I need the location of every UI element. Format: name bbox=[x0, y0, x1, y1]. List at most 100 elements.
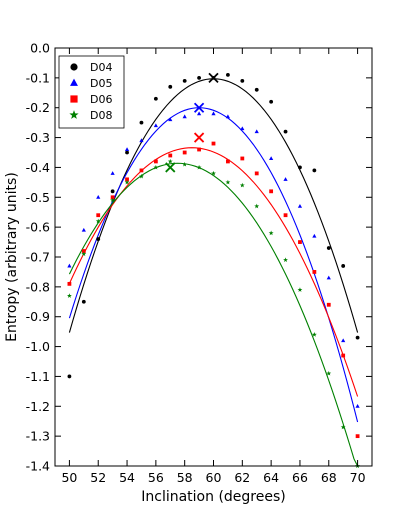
data-point-d04 bbox=[67, 374, 72, 379]
data-point-d08 bbox=[239, 182, 245, 188]
data-point-d05 bbox=[283, 177, 288, 181]
y-tick-label: -0.7 bbox=[26, 250, 50, 265]
x-tick-label: 66 bbox=[292, 470, 308, 485]
data-point-d08 bbox=[196, 164, 202, 170]
peak-stroke bbox=[165, 162, 176, 173]
peak-stroke bbox=[193, 102, 205, 113]
data-point-d06 bbox=[254, 171, 259, 176]
data-point-d06 bbox=[168, 153, 173, 158]
data-point-d05 bbox=[110, 171, 115, 175]
y-tick-label: -1.3 bbox=[26, 429, 50, 444]
data-point-d05 bbox=[197, 111, 202, 116]
data-point-d05 bbox=[168, 117, 173, 122]
y-axis-label: Entropy (arbitrary units) bbox=[4, 172, 20, 342]
y-tick-label: -0.1 bbox=[26, 70, 50, 85]
x-tick-label: 70 bbox=[350, 470, 366, 485]
data-point-d08 bbox=[66, 293, 72, 298]
data-point-d05 bbox=[139, 138, 144, 143]
legend-marker-d04 bbox=[70, 63, 78, 71]
legend-box bbox=[58, 55, 125, 129]
fit-line-d05 bbox=[68, 107, 359, 423]
data-point-d06 bbox=[341, 353, 346, 358]
data-point-d08 bbox=[182, 161, 188, 167]
peak-marker-d05 bbox=[193, 102, 205, 113]
data-point-d06 bbox=[110, 195, 115, 200]
data-point-d05 bbox=[67, 263, 72, 268]
data-point-d04 bbox=[81, 299, 86, 304]
data-point-d05 bbox=[211, 111, 216, 116]
data-point-d04 bbox=[139, 120, 144, 125]
y-tick-label: -0.4 bbox=[26, 160, 50, 175]
data-point-d08 bbox=[153, 164, 159, 170]
fit-line-d08 bbox=[68, 162, 359, 467]
data-point-d06 bbox=[298, 240, 302, 244]
data-point-d06 bbox=[355, 434, 360, 439]
data-point-d08 bbox=[95, 218, 101, 224]
data-point-d06 bbox=[312, 270, 317, 274]
data-point-d08 bbox=[139, 173, 144, 179]
data-point-d05 bbox=[81, 227, 86, 232]
x-axis-label: Inclination (degrees) bbox=[141, 489, 285, 505]
data-point-d05 bbox=[254, 129, 259, 134]
data-point-d08 bbox=[211, 170, 216, 176]
x-axis: 50 52 54 56 58 60 62 64 66 68 70 bbox=[61, 48, 366, 485]
data-point-d05 bbox=[312, 233, 317, 238]
y-tick-label: -1.2 bbox=[26, 399, 50, 414]
peak-marker-d06 bbox=[193, 132, 205, 143]
y-tick-label: -0.5 bbox=[26, 190, 50, 205]
peak-markers bbox=[165, 72, 219, 173]
data-point-d04 bbox=[125, 150, 129, 155]
data-point-d04 bbox=[153, 96, 158, 101]
data-point-d04 bbox=[355, 335, 360, 340]
data-point-d06 bbox=[125, 177, 129, 182]
legend-label-d08: D08 bbox=[90, 109, 112, 122]
x-tick-label: 58 bbox=[177, 470, 193, 485]
data-point-d08 bbox=[283, 257, 288, 263]
x-tick-label: 64 bbox=[263, 470, 279, 485]
data-point-d04 bbox=[226, 72, 230, 77]
data-point-d05 bbox=[341, 338, 346, 343]
data-point-d06 bbox=[269, 189, 274, 194]
legend: D04 D05 D06 D08 bbox=[58, 55, 125, 129]
data-point-d08 bbox=[311, 332, 317, 337]
x-tick-label: 50 bbox=[61, 470, 77, 485]
data-point-d05 bbox=[124, 147, 130, 152]
y-tick-label: -0.2 bbox=[26, 100, 50, 115]
legend-marker-d06 bbox=[70, 95, 78, 103]
data-point-d08 bbox=[326, 370, 332, 376]
y-tick-label: -1.0 bbox=[26, 339, 50, 354]
y-tick-label: -0.6 bbox=[26, 220, 50, 235]
legend-marker-d05 bbox=[70, 78, 78, 86]
y-axis: 0.0 -0.1 -0.2 -0.3 -0.4 -0.5 -0.6 -0.7 -0.8 -0.9 -… bbox=[26, 41, 372, 474]
peak-marker-d08 bbox=[165, 162, 176, 173]
data-point-d08 bbox=[340, 424, 346, 430]
data-point-d06 bbox=[240, 156, 245, 161]
y-tick-label: -0.9 bbox=[26, 309, 50, 324]
data-point-d08 bbox=[167, 158, 173, 164]
data-point-d06 bbox=[67, 281, 72, 286]
data-point-d08 bbox=[81, 251, 87, 257]
data-point-d06 bbox=[283, 213, 288, 218]
peak-stroke bbox=[208, 72, 219, 83]
data-point-d06 bbox=[153, 159, 158, 164]
x-tick-label: 60 bbox=[206, 470, 222, 485]
data-point-d08 bbox=[254, 203, 260, 209]
data-point-d08 bbox=[297, 287, 303, 292]
data-point-d06 bbox=[211, 141, 216, 146]
data-point-d04 bbox=[182, 78, 187, 83]
legend-label-d05: D05 bbox=[90, 77, 112, 90]
data-point-d04 bbox=[197, 75, 201, 80]
data-point-d04 bbox=[240, 78, 245, 83]
x-tick-label: 52 bbox=[90, 470, 106, 485]
data-point-d08 bbox=[124, 179, 130, 185]
x-tick-label: 56 bbox=[148, 470, 164, 485]
data-point-d06 bbox=[96, 213, 101, 218]
data-point-d05 bbox=[182, 114, 187, 119]
data-point-d06 bbox=[226, 159, 230, 164]
y-tick-label: -0.3 bbox=[26, 130, 50, 145]
data-point-d05 bbox=[269, 156, 274, 160]
data-point-d05 bbox=[355, 404, 360, 408]
data-point-d05 bbox=[153, 123, 158, 128]
data-point-d06 bbox=[81, 249, 86, 253]
x-tick-label: 62 bbox=[234, 470, 250, 485]
